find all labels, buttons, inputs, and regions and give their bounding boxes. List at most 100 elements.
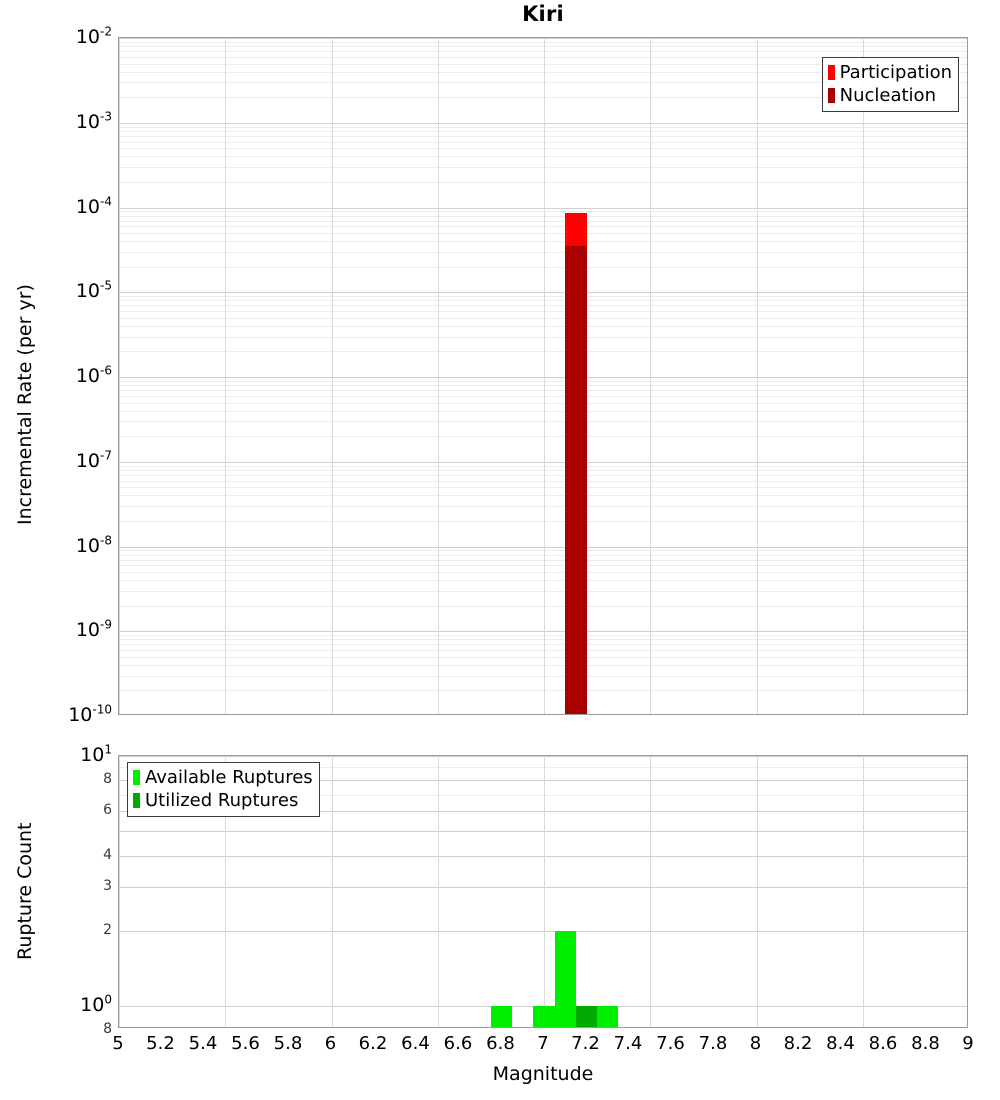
x-tick-label: 6.4 [401, 1033, 430, 1054]
x-tick-label: 9 [962, 1033, 974, 1054]
gridline [119, 233, 967, 234]
gridline [119, 855, 967, 857]
y-tick-minor-label: 8 [103, 1021, 112, 1038]
legend-item-utilized-ruptures: Utilized Ruptures [133, 789, 313, 812]
x-tick-label: 8 [749, 1033, 762, 1054]
x-tick-label: 5.6 [231, 1033, 260, 1054]
gridline [119, 141, 967, 143]
x-tick-label: 5 [112, 1033, 124, 1054]
y-tick-minor-label: 4 [103, 846, 112, 863]
gridline [119, 251, 967, 253]
gridline [437, 38, 439, 714]
legend-label-nucleation: Nucleation [839, 84, 936, 106]
gridline [119, 506, 967, 508]
gridline [119, 487, 967, 489]
gridline [119, 546, 967, 548]
y-tick-label: 10-6 [75, 363, 112, 387]
gridline [119, 410, 967, 412]
gridline [119, 780, 967, 782]
gridline [119, 385, 967, 387]
rupture-count-plot[interactable]: Available Ruptures Utilized Ruptures [118, 755, 968, 1028]
gridline [437, 756, 439, 1027]
gridline [119, 211, 967, 213]
nucleation-swatch-icon [827, 88, 835, 103]
gridline [756, 756, 758, 1027]
gridline [119, 664, 967, 666]
x-tick-label: 8.2 [783, 1033, 813, 1054]
gridline [119, 135, 967, 137]
gridline [119, 82, 967, 84]
page-title: Kiri [522, 2, 564, 26]
gridline [119, 635, 967, 637]
gridline [331, 38, 333, 714]
gridline [119, 480, 967, 482]
x-tick-label: 7.6 [656, 1033, 685, 1054]
gridline [119, 930, 967, 932]
gridline [862, 38, 864, 714]
available-ruptures-swatch-icon [133, 770, 140, 785]
gridline [119, 520, 967, 522]
gridline [119, 572, 967, 573]
gridline [119, 220, 967, 222]
gridline [119, 675, 967, 677]
x-tick-label: 8.6 [868, 1033, 898, 1054]
rate-bar [565, 213, 587, 714]
y-tick-label: 10-5 [75, 278, 112, 303]
x-tick-label: 6.6 [443, 1033, 473, 1054]
gridline [119, 559, 967, 561]
legend-rates: Participation Nucleation [821, 57, 959, 112]
gridline [119, 226, 967, 228]
gridline [119, 181, 967, 183]
gridline [119, 296, 967, 298]
gridline [119, 167, 967, 169]
gridline [119, 148, 967, 150]
gridline [119, 639, 967, 641]
y-tick-minor-label: 6 [103, 802, 112, 819]
legend-ruptures: Available Ruptures Utilized Ruptures [127, 762, 320, 817]
gridline [119, 605, 967, 607]
gridline [119, 51, 967, 53]
participation-segment [565, 213, 587, 247]
gridline [119, 395, 967, 397]
gridline [119, 317, 967, 319]
legend-item-available-ruptures: Available Ruptures [133, 766, 313, 789]
gridline [650, 38, 652, 714]
gridline [119, 130, 967, 132]
gridline [119, 71, 967, 73]
y-tick-label: 10-4 [75, 194, 112, 218]
gridline [119, 590, 967, 592]
gridline [119, 794, 967, 796]
gridline [119, 207, 967, 209]
gridline [119, 351, 967, 353]
incremental-rate-plot[interactable]: Participation Nucleation [118, 37, 968, 715]
gridline [119, 886, 967, 888]
y-tick-label: 10-10 [68, 702, 112, 726]
gridline [119, 554, 967, 556]
y-tick-label: 101 [80, 742, 112, 766]
x-tick-label: 6.2 [358, 1033, 388, 1054]
x-tick-label: 5.2 [146, 1033, 175, 1054]
gridline [862, 756, 864, 1027]
available-rupture-bar [597, 1006, 619, 1027]
x-tick-label: 7.8 [698, 1033, 728, 1054]
participation-swatch-icon [827, 65, 835, 80]
y-tick-minor-label: 2 [103, 921, 112, 938]
gridline [119, 46, 967, 48]
x-tick-label: 6.8 [486, 1033, 515, 1054]
x-tick-label: 7.4 [613, 1033, 643, 1054]
gridline [119, 550, 967, 552]
gridline [119, 465, 967, 467]
bottom-y-axis-title: Rupture Count [14, 822, 36, 961]
available-rupture-bar [490, 1006, 513, 1027]
y-tick-minor-label: 3 [103, 877, 112, 894]
x-tick-label: 5.4 [188, 1033, 218, 1054]
legend-label-utilized-ruptures: Utilized Ruptures [145, 789, 299, 811]
gridline [119, 63, 967, 65]
top-y-axis-title: Incremental Rate (per yr) [14, 284, 36, 525]
gridline [119, 156, 967, 158]
y-tick-label: 10-7 [75, 448, 112, 472]
x-tick-label: 8.8 [911, 1033, 940, 1054]
gridline [119, 495, 967, 497]
gridline [119, 41, 967, 43]
